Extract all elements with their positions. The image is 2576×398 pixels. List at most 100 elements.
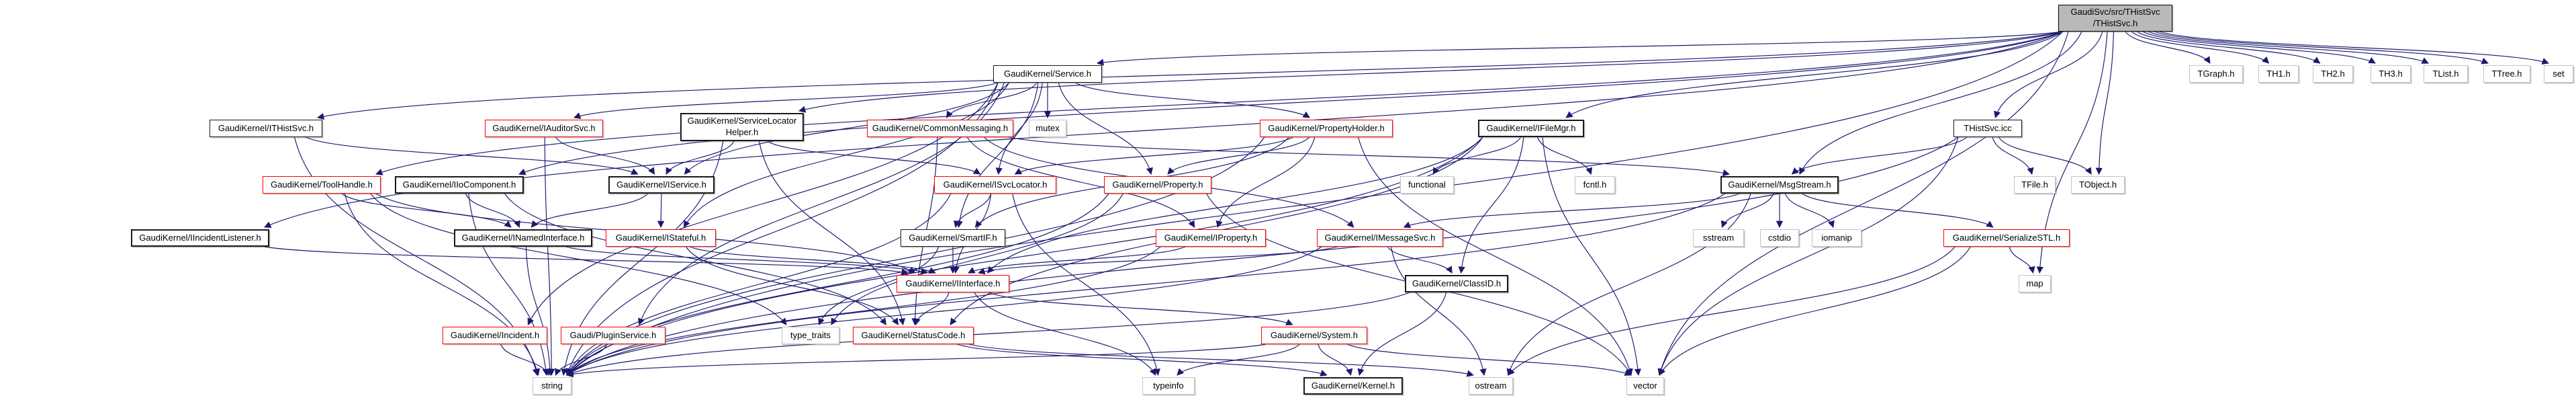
node-label: Gaudi/PluginService.h [569, 329, 657, 340]
node-label: GaudiKernel/System.h [1270, 329, 1359, 340]
node-label: GaudiKernel/IIoComponent.h [402, 179, 516, 190]
edge-iservice-inamedinterface [531, 193, 648, 228]
edge-msgstream-sstream [1720, 193, 1774, 228]
edge-msgstream-serializestl [1802, 193, 1994, 228]
edge-imessagesvc-string [566, 246, 1322, 376]
node-label: GaudiKernel/StatusCode.h [861, 329, 966, 340]
node-mutex: mutex [1029, 120, 1066, 137]
edge-commonmessaging-iproperty [966, 136, 1195, 228]
edge-isvclocator-typeinfo [1012, 193, 1160, 376]
node-msgstream[interactable]: GaudiKernel/MsgStream.h [1720, 176, 1839, 194]
edge-istateful-iinterface [690, 246, 936, 274]
node-label: TList.h [2432, 68, 2459, 79]
node-iproperty[interactable]: GaudiKernel/IProperty.h [1156, 229, 1266, 247]
edge-ifilemgr-iinterface [986, 136, 1483, 274]
node-label: GaudiKernel/ISvcLocator.h [943, 179, 1048, 190]
node-kernel[interactable]: GaudiKernel/Kernel.h [1303, 377, 1403, 395]
edge-isvclocator-smartif [954, 193, 992, 229]
edge-root-tobject [2095, 31, 2114, 175]
edge-root-slh [798, 31, 2064, 113]
edge-system-typeinfo [1177, 344, 1300, 376]
node-label: sstream [1702, 232, 1735, 243]
node-label: GaudiKernel/Service.h [1003, 68, 1092, 79]
edge-service-iservice [684, 82, 1009, 175]
edge-propertyholder-iproperty [1215, 136, 1316, 229]
node-propertyholder[interactable]: GaudiKernel/PropertyHolder.h [1260, 120, 1393, 137]
edge-iauditorsvc-string [544, 136, 555, 376]
node-label: cstdio [1768, 232, 1791, 243]
node-label: ostream [1475, 380, 1507, 391]
node-isvclocator[interactable]: GaudiKernel/ISvcLocator.h [934, 176, 1056, 194]
node-property[interactable]: GaudiKernel/Property.h [1104, 176, 1211, 194]
node-label: fcntl.h [1583, 179, 1607, 190]
node-label: GaudiKernel/IIncidentListener.h [139, 232, 261, 243]
edge-serializestl-vector [1659, 246, 1971, 376]
node-label: GaudiKernel/IInterface.h [905, 278, 1001, 288]
node-set: set [2544, 65, 2573, 83]
node-service[interactable]: GaudiKernel/Service.h [993, 65, 1102, 83]
edge-service-propertyholder [1075, 82, 1310, 118]
node-label: map [2026, 278, 2043, 288]
node-commonmessaging[interactable]: GaudiKernel/CommonMessaging.h [867, 120, 1013, 137]
edge-istateful-statuscode [686, 246, 899, 325]
edge-icc-tobject [1998, 136, 2092, 175]
node-label: GaudiKernel/Property.h [1112, 179, 1203, 190]
edge-toolhandle-inamedinterface [341, 193, 512, 228]
node-iinterface[interactable]: GaudiKernel/IInterface.h [896, 275, 1009, 292]
node-label: TTree.h [2491, 68, 2522, 79]
edge-pluginservice-string [555, 344, 608, 376]
edge-ifilemgr-classid [1458, 136, 1524, 274]
node-pluginservice[interactable]: Gaudi/PluginService.h [561, 327, 665, 344]
node-label: GaudiKernel/Incident.h [450, 329, 540, 340]
node-iincidentlistener[interactable]: GaudiKernel/IIncidentListener.h [131, 229, 269, 247]
node-label: mutex [1036, 122, 1060, 133]
edge-icc-tfile [1992, 136, 2034, 175]
edge-inamedinterface-iinterface [565, 246, 928, 275]
node-label: GaudiKernel/IFileMgr.h [1486, 122, 1576, 133]
edge-root-ithistsvc [316, 31, 2064, 120]
node-toolhandle[interactable]: GaudiKernel/ToolHandle.h [263, 176, 381, 194]
node-ifilemgr[interactable]: GaudiKernel/IFileMgr.h [1478, 120, 1584, 137]
node-classid[interactable]: GaudiKernel/ClassID.h [1405, 275, 1508, 292]
node-ithistsvc[interactable]: GaudiKernel/ITHistSvc.h [210, 120, 322, 137]
edge-root-tgraph [2125, 31, 2211, 64]
node-icc[interactable]: THistSvc.icc [1953, 120, 2022, 137]
node-inamedinterface[interactable]: GaudiKernel/INamedInterface.h [454, 229, 592, 247]
node-label: typeinfo [1153, 380, 1184, 391]
edge-root-th3 [2142, 31, 2376, 64]
node-slh[interactable]: GaudiKernel/ServiceLocator Helper.h [680, 113, 804, 141]
node-iiocomponent[interactable]: GaudiKernel/IIoComponent.h [395, 176, 524, 194]
node-label: vector [1633, 380, 1657, 391]
edge-system-vector [1347, 344, 1632, 376]
node-vector: vector [1626, 377, 1664, 395]
node-ttree: TTree.h [2483, 65, 2530, 83]
node-tgraph: TGraph.h [2189, 65, 2243, 83]
node-statuscode[interactable]: GaudiKernel/StatusCode.h [853, 327, 974, 344]
edge-propertyholder-isvclocator [1014, 136, 1293, 175]
node-smartif[interactable]: GaudiKernel/SmartIF.h [901, 229, 1005, 247]
node-label: TObject.h [2078, 179, 2117, 190]
node-tfile: TFile.h [2014, 176, 2056, 194]
node-iservice[interactable]: GaudiKernel/IService.h [608, 176, 715, 194]
node-iauditorsvc[interactable]: GaudiKernel/IAuditorSvc.h [485, 120, 603, 137]
edge-slh-statuscode [758, 141, 906, 326]
node-serializestl[interactable]: GaudiKernel/SerializeSTL.h [1943, 229, 2070, 247]
edge-root-ttree [2154, 31, 2489, 65]
node-label: type_traits [790, 329, 831, 340]
edge-system-string [565, 344, 1267, 378]
node-th1: TH1.h [2258, 65, 2299, 83]
edge-inamedinterface-string [525, 246, 554, 376]
node-th3: TH3.h [2371, 65, 2411, 83]
edge-toolhandle-type_traits [370, 193, 787, 325]
edge-root-th1 [2131, 31, 2270, 64]
node-label: TH1.h [2266, 68, 2291, 79]
node-system[interactable]: GaudiKernel/System.h [1261, 327, 1367, 344]
node-string: string [533, 377, 571, 395]
node-istateful[interactable]: GaudiKernel/IStateful.h [606, 229, 716, 247]
edge-classid-string [566, 292, 1410, 376]
node-imessagesvc[interactable]: GaudiKernel/IMessageSvc.h [1317, 229, 1443, 247]
edge-icc-vector [1657, 136, 1959, 376]
node-incident[interactable]: GaudiKernel/Incident.h [443, 327, 547, 344]
node-label: GaudiKernel/IAuditorSvc.h [492, 122, 596, 133]
